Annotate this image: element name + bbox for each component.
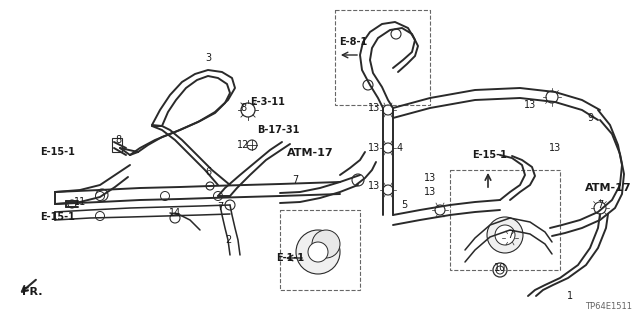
Text: 13: 13: [524, 100, 536, 110]
Text: 13: 13: [424, 173, 436, 183]
Text: 1: 1: [567, 291, 573, 301]
Text: 12: 12: [237, 140, 249, 150]
Circle shape: [312, 230, 340, 258]
Text: 11: 11: [74, 197, 86, 207]
Text: 7: 7: [597, 200, 603, 210]
Text: 8: 8: [240, 103, 246, 113]
Text: 5: 5: [401, 200, 407, 210]
Circle shape: [363, 80, 373, 90]
Text: 8: 8: [115, 135, 121, 145]
Circle shape: [493, 263, 507, 277]
Circle shape: [391, 29, 401, 39]
Circle shape: [247, 140, 257, 150]
Circle shape: [594, 202, 606, 214]
Text: E-15-1: E-15-1: [40, 212, 76, 222]
Circle shape: [68, 200, 76, 208]
Bar: [112, 138, 122, 152]
Circle shape: [495, 225, 515, 245]
Text: 13: 13: [424, 187, 436, 197]
Text: 2: 2: [225, 235, 231, 245]
Text: FR.: FR.: [22, 287, 42, 297]
Circle shape: [296, 230, 340, 274]
Circle shape: [214, 191, 223, 201]
Circle shape: [383, 105, 393, 115]
Text: 6: 6: [205, 167, 211, 177]
Text: 13: 13: [368, 103, 380, 113]
Circle shape: [225, 200, 235, 210]
Text: B-17-31: B-17-31: [257, 125, 299, 135]
Bar: [335, 10, 430, 105]
Circle shape: [383, 185, 393, 195]
Text: ATM-17: ATM-17: [585, 183, 631, 193]
Circle shape: [435, 205, 445, 215]
Circle shape: [546, 91, 558, 103]
Bar: [280, 210, 360, 290]
Text: 10: 10: [494, 263, 506, 273]
Text: 13: 13: [368, 181, 380, 191]
Circle shape: [383, 143, 393, 153]
Text: 13: 13: [368, 143, 380, 153]
Circle shape: [308, 242, 328, 262]
Text: 7: 7: [217, 202, 223, 212]
Text: 13: 13: [549, 143, 561, 153]
Circle shape: [505, 233, 515, 243]
Circle shape: [96, 189, 108, 201]
Text: E-1-1: E-1-1: [276, 253, 304, 263]
Circle shape: [241, 103, 255, 117]
Circle shape: [161, 191, 170, 201]
Text: 7: 7: [507, 230, 513, 240]
Text: 14: 14: [169, 208, 181, 218]
Text: E-8-1: E-8-1: [339, 37, 367, 47]
Circle shape: [487, 217, 523, 253]
Circle shape: [206, 182, 214, 190]
Circle shape: [170, 213, 180, 223]
Text: 3: 3: [205, 53, 211, 63]
Text: E-15-1: E-15-1: [40, 147, 76, 157]
Circle shape: [496, 266, 504, 274]
Circle shape: [95, 191, 104, 201]
Text: E-15-1: E-15-1: [472, 150, 508, 160]
Circle shape: [352, 174, 364, 186]
Text: 9: 9: [587, 113, 593, 123]
Text: 7: 7: [292, 175, 298, 185]
Text: TP64E1511: TP64E1511: [585, 302, 632, 311]
Text: 4: 4: [397, 143, 403, 153]
Text: E-3-11: E-3-11: [251, 97, 285, 107]
Bar: [450, 170, 560, 270]
Text: ATM-17: ATM-17: [287, 148, 333, 158]
Circle shape: [95, 211, 104, 220]
